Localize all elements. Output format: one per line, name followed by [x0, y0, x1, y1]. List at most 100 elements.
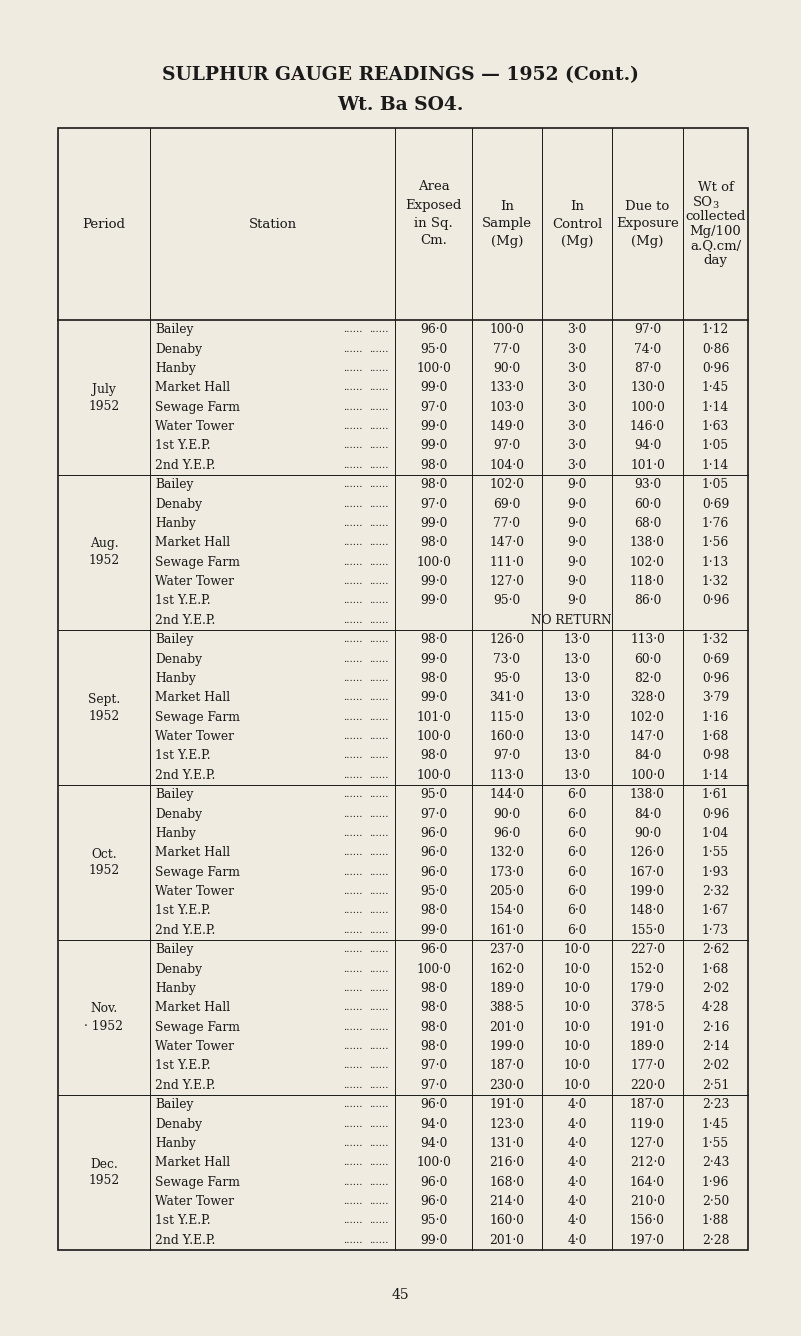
Text: 220·0: 220·0 [630, 1078, 665, 1092]
Text: 214·0: 214·0 [489, 1196, 525, 1208]
Text: 2·62: 2·62 [702, 943, 729, 957]
Text: ......: ...... [344, 1138, 363, 1148]
Text: 45: 45 [391, 1288, 409, 1303]
Text: 102·0: 102·0 [489, 478, 525, 492]
Text: 13·0: 13·0 [563, 749, 590, 763]
Text: ......: ...... [369, 500, 389, 509]
Text: 6·0: 6·0 [567, 904, 587, 918]
Text: 4·0: 4·0 [567, 1176, 587, 1189]
Text: 138·0: 138·0 [630, 536, 665, 549]
Text: 1·55: 1·55 [702, 846, 729, 859]
Text: 212·0: 212·0 [630, 1157, 665, 1169]
Text: 100·0: 100·0 [630, 401, 665, 414]
Text: 3·0: 3·0 [567, 342, 586, 355]
Text: ......: ...... [369, 577, 389, 587]
Text: 10·0: 10·0 [563, 1078, 590, 1092]
Text: 98·0: 98·0 [420, 633, 447, 647]
Text: 97·0: 97·0 [420, 807, 447, 820]
Text: ......: ...... [344, 325, 363, 334]
Text: ......: ...... [369, 518, 389, 528]
Text: 1·45: 1·45 [702, 1117, 729, 1130]
Text: Wt of: Wt of [698, 182, 734, 194]
Text: 127·0: 127·0 [630, 1137, 665, 1150]
Text: 98·0: 98·0 [420, 458, 447, 472]
Text: 2nd Y.E.P.: 2nd Y.E.P. [155, 458, 215, 472]
Text: 205·0: 205·0 [489, 884, 525, 898]
Text: 1·13: 1·13 [702, 556, 729, 569]
Text: ......: ...... [369, 790, 389, 799]
Text: 10·0: 10·0 [563, 1021, 590, 1034]
Text: ......: ...... [344, 655, 363, 664]
Text: ......: ...... [344, 732, 363, 741]
Text: 1·63: 1·63 [702, 420, 729, 433]
Text: ......: ...... [369, 383, 389, 393]
Text: 132·0: 132·0 [489, 846, 525, 859]
Text: Hanby: Hanby [155, 362, 195, 375]
Text: ......: ...... [344, 616, 363, 625]
Text: 3: 3 [713, 200, 718, 210]
Text: 3·0: 3·0 [567, 440, 586, 453]
Text: 6·0: 6·0 [567, 884, 587, 898]
Text: day: day [703, 254, 727, 267]
Text: 230·0: 230·0 [489, 1078, 525, 1092]
Text: 2·32: 2·32 [702, 884, 729, 898]
Text: 95·0: 95·0 [420, 342, 447, 355]
Text: ......: ...... [344, 1217, 363, 1225]
Text: 113·0: 113·0 [630, 633, 665, 647]
Text: 210·0: 210·0 [630, 1196, 665, 1208]
Text: 126·0: 126·0 [489, 633, 525, 647]
Text: 96·0: 96·0 [420, 943, 447, 957]
Text: 4·0: 4·0 [567, 1098, 587, 1112]
Text: In
Sample
(Mg): In Sample (Mg) [482, 199, 532, 248]
Text: 98·0: 98·0 [420, 672, 447, 685]
Text: ......: ...... [369, 867, 389, 876]
Text: 98·0: 98·0 [420, 536, 447, 549]
Text: ......: ...... [369, 363, 389, 373]
Text: Sept.
1952: Sept. 1952 [88, 692, 120, 723]
Text: 2nd Y.E.P.: 2nd Y.E.P. [155, 923, 215, 937]
Text: 1·05: 1·05 [702, 478, 729, 492]
Text: 138·0: 138·0 [630, 788, 665, 802]
Text: ......: ...... [369, 1158, 389, 1168]
Text: ......: ...... [344, 383, 363, 393]
Text: ......: ...... [369, 1022, 389, 1031]
Text: 95·0: 95·0 [493, 595, 521, 608]
Text: Bailey: Bailey [155, 788, 193, 802]
Text: 4·0: 4·0 [567, 1196, 587, 1208]
Text: 101·0: 101·0 [416, 711, 451, 724]
Text: 0·96: 0·96 [702, 362, 729, 375]
Text: 104·0: 104·0 [489, 458, 525, 472]
Text: ......: ...... [369, 461, 389, 470]
Text: 9·0: 9·0 [567, 497, 587, 510]
Text: 93·0: 93·0 [634, 478, 661, 492]
Text: ......: ...... [344, 926, 363, 935]
Text: 160·0: 160·0 [489, 729, 525, 743]
Text: 199·0: 199·0 [489, 1039, 525, 1053]
Text: 149·0: 149·0 [489, 420, 525, 433]
Text: July
1952: July 1952 [88, 382, 119, 413]
Text: 4·0: 4·0 [567, 1234, 587, 1246]
Text: Bailey: Bailey [155, 633, 193, 647]
Text: 9·0: 9·0 [567, 517, 587, 530]
Text: 99·0: 99·0 [420, 574, 447, 588]
Text: ......: ...... [344, 345, 363, 354]
Text: ......: ...... [369, 1081, 389, 1090]
Text: Denaby: Denaby [155, 1117, 202, 1130]
Text: ......: ...... [369, 945, 389, 954]
Text: 1·14: 1·14 [702, 458, 729, 472]
Text: 0·69: 0·69 [702, 497, 729, 510]
Text: 86·0: 86·0 [634, 595, 661, 608]
Text: collected: collected [686, 210, 746, 223]
Text: 227·0: 227·0 [630, 943, 665, 957]
Text: Station: Station [248, 218, 296, 231]
Text: Denaby: Denaby [155, 497, 202, 510]
Text: 113·0: 113·0 [489, 768, 525, 782]
Text: 118·0: 118·0 [630, 574, 665, 588]
Text: 95·0: 95·0 [420, 788, 447, 802]
Text: ......: ...... [344, 1022, 363, 1031]
Text: Hanby: Hanby [155, 517, 195, 530]
Text: Market Hall: Market Hall [155, 536, 230, 549]
Text: ......: ...... [369, 616, 389, 625]
Text: ......: ...... [369, 926, 389, 935]
Text: ......: ...... [344, 693, 363, 703]
